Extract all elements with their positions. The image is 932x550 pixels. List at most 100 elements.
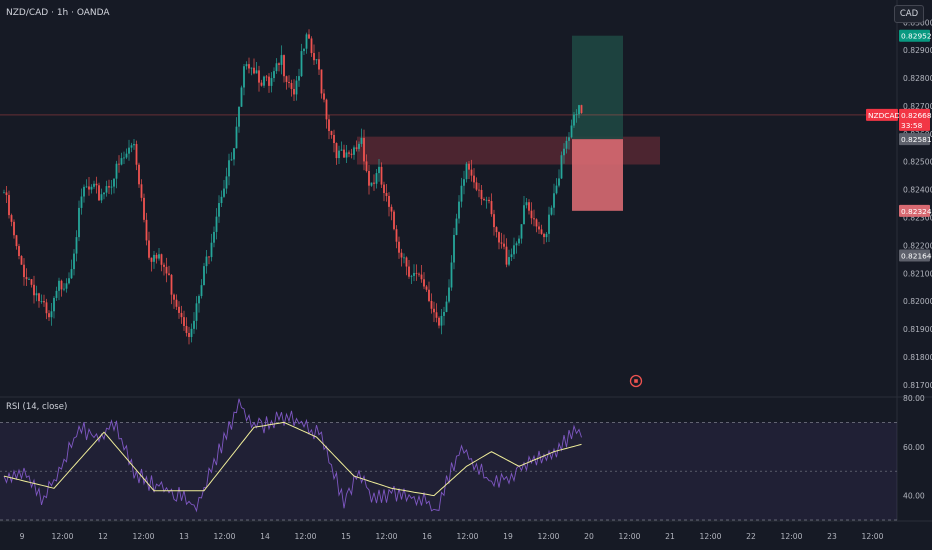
candle-body <box>350 153 353 155</box>
candle-body <box>150 257 153 262</box>
candle-body <box>133 144 135 146</box>
candle-body <box>63 288 65 290</box>
candle-body <box>35 293 38 296</box>
candle-body <box>393 211 395 230</box>
candle-body <box>73 253 75 270</box>
candle-body <box>313 53 315 61</box>
price-tick-label: 0.82100 <box>903 269 932 278</box>
candle-body <box>423 279 425 287</box>
candle-body <box>253 67 255 74</box>
candle-body <box>403 257 405 259</box>
candle-body <box>130 145 133 148</box>
candle-body <box>343 149 345 158</box>
candle-body <box>140 184 143 198</box>
candle-body <box>320 69 323 94</box>
candle-body <box>550 207 553 215</box>
candle-body <box>103 192 105 195</box>
candle-body <box>85 186 88 188</box>
candle-body <box>560 155 563 179</box>
candle-body <box>148 240 150 258</box>
candle-body <box>90 186 93 190</box>
candle-body <box>490 201 493 215</box>
price-tick-label: 0.82200 <box>903 241 932 250</box>
candle-body <box>380 166 383 185</box>
price-label-badge: 0.82581 <box>899 133 932 146</box>
candle-body <box>48 313 50 318</box>
candle-body <box>243 66 245 88</box>
rsi-ma-line <box>3 421 582 497</box>
candle-body <box>458 201 460 219</box>
candle-body <box>13 221 15 236</box>
candle-body <box>10 215 13 222</box>
candle-body <box>538 226 540 230</box>
price-tick-label: 0.82500 <box>903 158 932 167</box>
candle-body <box>30 279 33 285</box>
currency-button[interactable]: CAD <box>894 5 924 23</box>
candle-body <box>23 264 25 278</box>
candle-body <box>365 161 368 171</box>
candle-body <box>420 274 423 280</box>
candle-body <box>518 238 520 244</box>
candle-body <box>95 183 98 186</box>
candle-body <box>510 254 513 258</box>
candle-body <box>98 185 100 201</box>
candle-body <box>33 284 35 296</box>
price-label-badge: 0.82324 <box>899 204 932 217</box>
candle-body <box>338 150 340 159</box>
candle-body <box>270 78 273 86</box>
candle-body <box>285 76 288 82</box>
candle-body <box>428 289 430 301</box>
time-tick-label: 12:00 <box>862 532 884 541</box>
time-tick-label: 23 <box>827 532 837 541</box>
candle-body <box>483 199 485 201</box>
candle-body <box>565 140 568 149</box>
candle-body <box>488 199 490 202</box>
candle-body <box>553 193 555 208</box>
candle-body <box>408 266 410 277</box>
price-label-text: 0.82952 <box>901 32 932 41</box>
event-marker-dot <box>634 379 638 383</box>
candle-body <box>475 182 478 190</box>
candle-body <box>368 170 370 186</box>
candle-body <box>250 67 253 69</box>
candle-body <box>275 63 278 72</box>
candle-body <box>263 76 265 86</box>
candle-body <box>355 147 358 149</box>
candle-body <box>515 243 518 246</box>
candle-body <box>340 149 343 151</box>
candle-body <box>315 59 318 61</box>
candle-body <box>430 300 433 309</box>
candle-body <box>383 184 385 194</box>
time-tick-label: 9 <box>20 532 25 541</box>
candle-body <box>45 302 48 314</box>
candle-body <box>273 71 275 79</box>
candle-body <box>293 88 295 95</box>
price-label-badge: 0.82952 <box>899 29 932 42</box>
candle-body <box>68 278 70 284</box>
time-tick-label: 22 <box>746 532 756 541</box>
candle-body <box>345 152 348 158</box>
candle-body <box>448 287 450 302</box>
candle-body <box>198 296 200 304</box>
candle-body <box>115 163 118 179</box>
stop-zone <box>572 139 623 211</box>
price-label-bg <box>899 108 930 121</box>
candle-body <box>513 245 515 255</box>
rsi-band <box>0 422 897 520</box>
candle-body <box>213 231 215 243</box>
candle-body <box>100 194 103 201</box>
candle-body <box>268 76 270 86</box>
candle-body <box>118 163 120 165</box>
candle-body <box>70 269 73 279</box>
candle-body <box>330 131 333 135</box>
candle-body <box>15 235 18 247</box>
candle-body <box>278 63 280 65</box>
candle-body <box>8 195 10 216</box>
time-tick-label: 12:00 <box>619 532 641 541</box>
price-label-bg <box>866 108 898 121</box>
candle-body <box>50 311 53 318</box>
candle-body <box>578 105 580 115</box>
candle-body <box>153 254 155 262</box>
candle-body <box>223 188 225 197</box>
